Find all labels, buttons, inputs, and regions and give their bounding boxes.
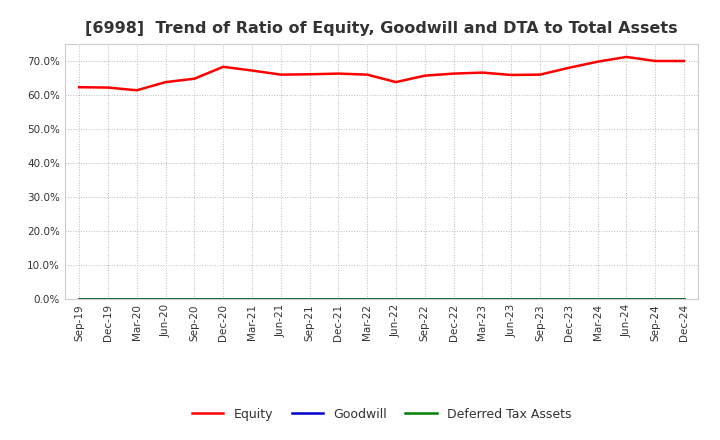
Equity (75, 84, 84, 90)
Goodwill (161, 297, 170, 302)
Equity (564, 65, 573, 70)
Deferred Tax Assets (478, 297, 487, 302)
Goodwill (564, 297, 573, 302)
Deferred Tax Assets (420, 297, 429, 302)
Goodwill (536, 297, 544, 302)
Deferred Tax Assets (190, 297, 199, 302)
Goodwill (132, 297, 141, 302)
Legend: Equity, Goodwill, Deferred Tax Assets: Equity, Goodwill, Deferred Tax Assets (187, 403, 576, 425)
Equity (651, 59, 660, 64)
Equity (622, 54, 631, 59)
Equity (161, 80, 170, 85)
Deferred Tax Assets (622, 297, 631, 302)
Deferred Tax Assets (219, 297, 228, 302)
Goodwill (449, 297, 458, 302)
Equity (132, 88, 141, 93)
Goodwill (190, 297, 199, 302)
Goodwill (219, 297, 228, 302)
Equity (449, 71, 458, 76)
Deferred Tax Assets (593, 297, 602, 302)
Equity (104, 85, 112, 90)
Deferred Tax Assets (75, 297, 84, 302)
Equity (680, 59, 688, 64)
Goodwill (305, 297, 314, 302)
Goodwill (392, 297, 400, 302)
Equity (536, 72, 544, 77)
Deferred Tax Assets (449, 297, 458, 302)
Goodwill (334, 297, 343, 302)
Equity (392, 80, 400, 85)
Deferred Tax Assets (651, 297, 660, 302)
Title: [6998]  Trend of Ratio of Equity, Goodwill and DTA to Total Assets: [6998] Trend of Ratio of Equity, Goodwil… (85, 21, 678, 36)
Goodwill (507, 297, 516, 302)
Goodwill (276, 297, 285, 302)
Goodwill (363, 297, 372, 302)
Deferred Tax Assets (536, 297, 544, 302)
Deferred Tax Assets (392, 297, 400, 302)
Deferred Tax Assets (564, 297, 573, 302)
Goodwill (478, 297, 487, 302)
Deferred Tax Assets (507, 297, 516, 302)
Deferred Tax Assets (334, 297, 343, 302)
Equity (334, 71, 343, 76)
Equity (363, 72, 372, 77)
Equity (276, 72, 285, 77)
Goodwill (593, 297, 602, 302)
Line: Equity: Equity (79, 57, 684, 90)
Equity (305, 72, 314, 77)
Goodwill (622, 297, 631, 302)
Goodwill (651, 297, 660, 302)
Equity (219, 64, 228, 70)
Deferred Tax Assets (161, 297, 170, 302)
Deferred Tax Assets (680, 297, 688, 302)
Goodwill (680, 297, 688, 302)
Goodwill (248, 297, 256, 302)
Deferred Tax Assets (248, 297, 256, 302)
Deferred Tax Assets (276, 297, 285, 302)
Goodwill (420, 297, 429, 302)
Equity (593, 59, 602, 64)
Equity (248, 68, 256, 73)
Goodwill (75, 297, 84, 302)
Equity (190, 76, 199, 81)
Deferred Tax Assets (363, 297, 372, 302)
Equity (478, 70, 487, 75)
Deferred Tax Assets (104, 297, 112, 302)
Equity (507, 72, 516, 77)
Deferred Tax Assets (305, 297, 314, 302)
Goodwill (104, 297, 112, 302)
Deferred Tax Assets (132, 297, 141, 302)
Equity (420, 73, 429, 78)
